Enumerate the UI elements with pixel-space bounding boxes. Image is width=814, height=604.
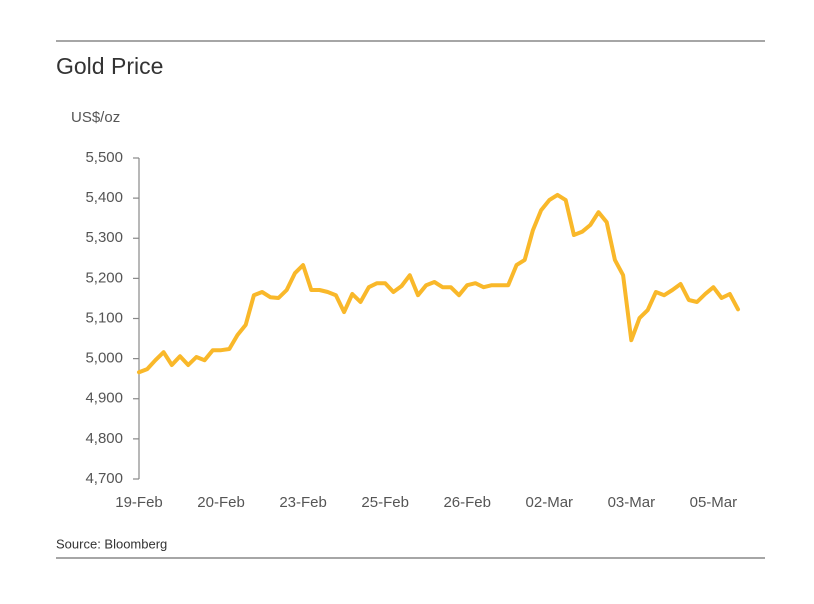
y-tick-label: 5,200: [85, 269, 123, 286]
x-tick-label: 03-Mar: [608, 494, 656, 511]
y-tick-label: 5,400: [85, 189, 123, 206]
source: Source: Bloomberg: [56, 536, 167, 551]
x-tick-label: 19-Feb: [115, 494, 163, 511]
y-tick-label: 4,700: [85, 470, 123, 487]
x-tick-label: 25-Feb: [361, 494, 409, 511]
chart-title: Gold Price: [56, 53, 163, 79]
x-tick-label: 20-Feb: [197, 494, 245, 511]
y-tick-label: 5,500: [85, 149, 123, 166]
x-tick-label: 26-Feb: [443, 494, 491, 511]
y-tick-label: 5,000: [85, 350, 123, 367]
price-line: [137, 192, 740, 375]
y-tick-label: 4,800: [85, 430, 123, 447]
y-tick-label: 5,100: [85, 309, 123, 326]
x-tick-label: 23-Feb: [279, 494, 327, 511]
y-tick-label: 4,900: [85, 390, 123, 407]
y-tick-label: 5,300: [85, 229, 123, 246]
x-tick-label: 05-Mar: [690, 494, 738, 511]
y-axis-label: US$/oz: [71, 109, 120, 126]
x-tick-label: 02-Mar: [526, 494, 574, 511]
